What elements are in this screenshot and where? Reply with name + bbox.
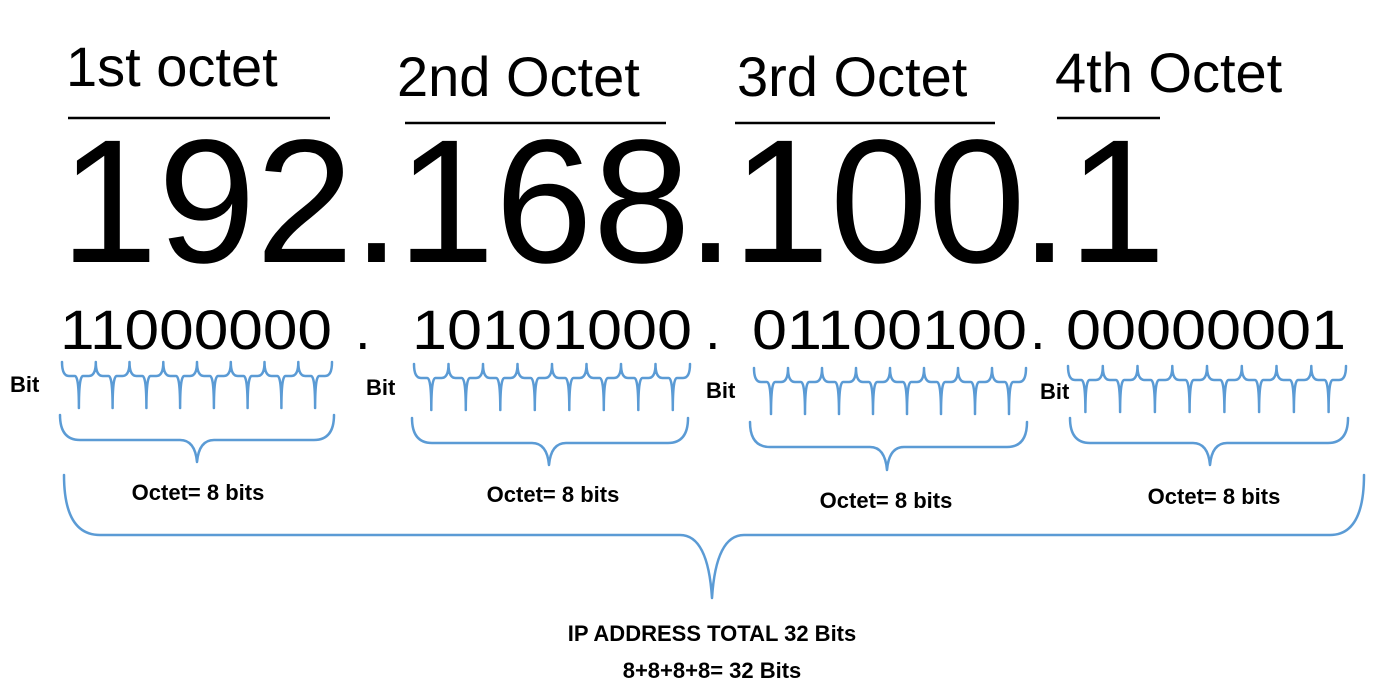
- binary-dot-1: .: [355, 298, 371, 361]
- octet-1-header: 1st octet: [66, 35, 278, 98]
- octet-4-header: 4th Octet: [1055, 41, 1283, 104]
- octet-4-binary: 00000001: [1066, 298, 1346, 361]
- octet-3-brace: [748, 420, 1029, 472]
- octet-2-bit-label: Bit: [366, 375, 396, 400]
- octet-4-bit-braces: [1066, 364, 1348, 414]
- octet-4-brace: [1068, 416, 1350, 467]
- octet-1-decimal: 192: [60, 104, 354, 300]
- total-bits-sum: 8+8+8+8= 32 Bits: [623, 658, 802, 683]
- octet-2-size-label: Octet= 8 bits: [487, 482, 620, 507]
- octet-1-bit-label: Bit: [10, 372, 40, 397]
- decimal-dot-2: .: [686, 104, 735, 300]
- octet-3-bit-braces: [752, 366, 1028, 416]
- octet-4-decimal: 1: [1068, 104, 1166, 300]
- octet-1-bit-braces: [60, 360, 334, 410]
- total-bits-title: IP ADDRESS TOTAL 32 Bits: [568, 621, 857, 646]
- bit-braces: [60, 360, 1348, 416]
- octet-3-bit-label: Bit: [706, 378, 736, 403]
- octet-3-header: 3rd Octet: [737, 45, 968, 108]
- binary-dot-3: .: [1030, 298, 1046, 361]
- octet-1-size-label: Octet= 8 bits: [132, 480, 265, 505]
- octet-2-brace: [410, 416, 690, 467]
- octet-2-bit-braces: [412, 362, 692, 412]
- octet-2-binary: 10101000: [412, 298, 692, 361]
- octet-2-header: 2nd Octet: [397, 45, 640, 108]
- octet-2-decimal: 168: [397, 104, 691, 300]
- octet-4-bit-label: Bit: [1040, 379, 1070, 404]
- octet-1-brace: [58, 413, 336, 464]
- binary-dot-2: .: [705, 298, 721, 361]
- octet-4-size-label: Octet= 8 bits: [1148, 484, 1281, 509]
- octet-3-binary: 01100100: [752, 298, 1027, 361]
- decimal-dot-1: .: [352, 104, 401, 300]
- decimal-dot-3: .: [1020, 104, 1069, 300]
- octet-3-size-label: Octet= 8 bits: [820, 488, 953, 513]
- octet-1-binary: 11000000: [60, 298, 332, 361]
- total-brace: [62, 473, 1366, 600]
- octet-3-decimal: 100: [732, 104, 1026, 300]
